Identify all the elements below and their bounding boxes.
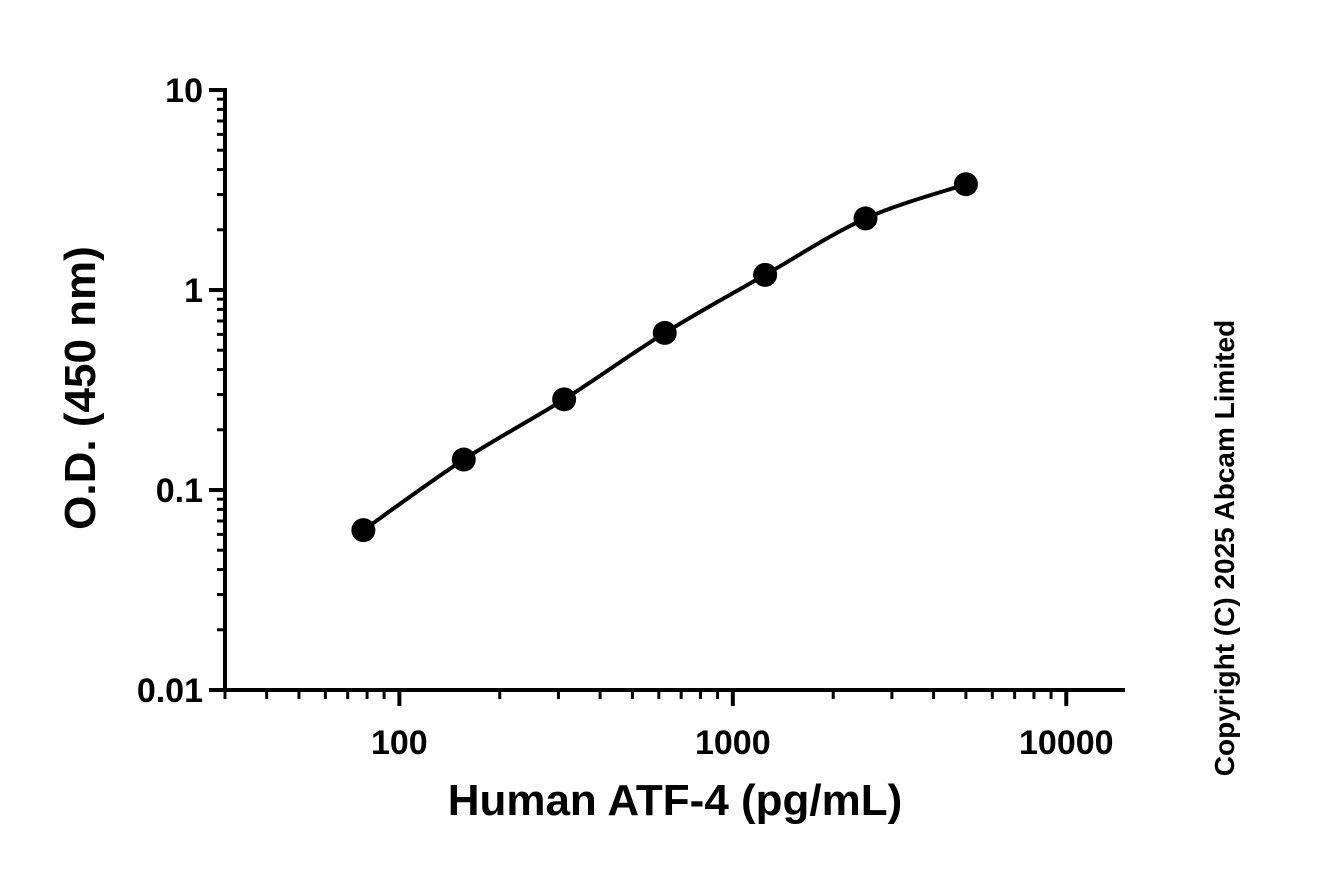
data-point	[451, 447, 476, 472]
axes	[209, 88, 1125, 692]
x-tick-label: 1000	[695, 724, 771, 762]
data-points	[351, 172, 978, 543]
x-tick-label: 100	[371, 724, 428, 762]
y-tick-label: 10	[165, 72, 203, 110]
data-point	[853, 206, 878, 231]
x-tick-label: 10000	[1019, 724, 1114, 762]
data-point	[953, 172, 978, 197]
data-point	[351, 518, 376, 543]
fit-curve	[362, 182, 967, 532]
ticks	[209, 88, 1069, 706]
data-point	[753, 262, 778, 287]
x-axis-title: Human ATF-4 (pg/mL)	[448, 776, 903, 825]
y-tick-label: 1	[184, 272, 203, 310]
data-point	[552, 387, 577, 412]
y-axis-title: O.D. (450 nm)	[56, 246, 105, 530]
tick-labels: 0.01 0.1 1 10 100 1000 10000	[137, 72, 1114, 762]
copyright-notice: Copyright (C) 2025 Abcam Limited	[1209, 320, 1240, 776]
y-tick-label: 0.1	[156, 472, 203, 510]
data-point	[652, 320, 677, 345]
y-tick-label: 0.01	[137, 672, 203, 710]
